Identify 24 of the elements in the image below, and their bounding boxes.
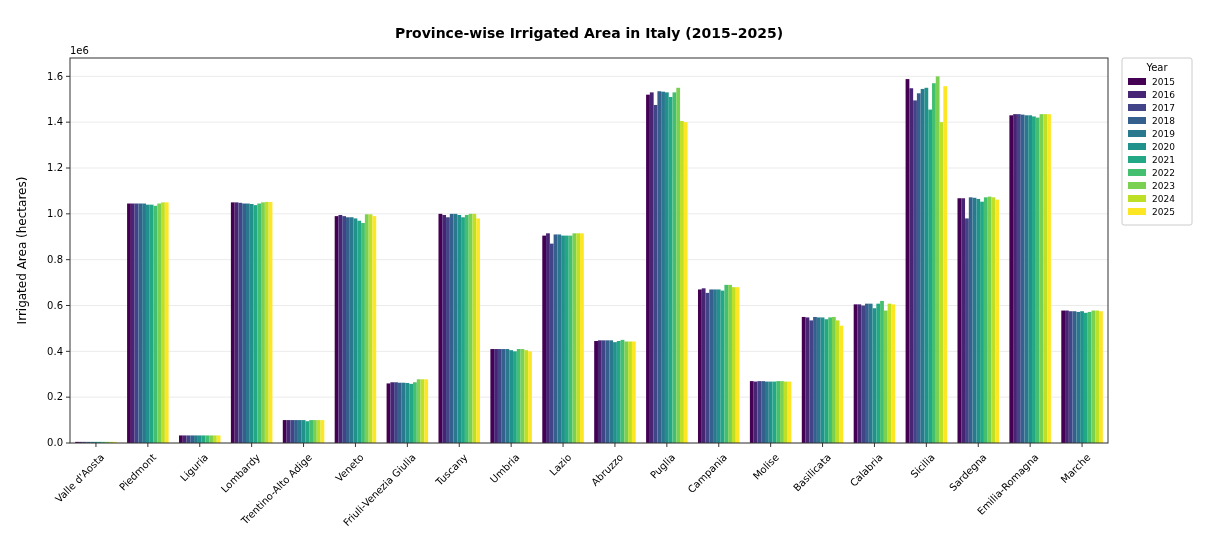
legend-label: 2024 xyxy=(1152,194,1176,205)
y-tick-label: 0.6 xyxy=(47,299,63,311)
legend-title: Year xyxy=(1145,62,1169,73)
legend-label: 2016 xyxy=(1152,90,1176,101)
y-tick-label: 0.0 xyxy=(47,437,63,449)
legend-label: 2023 xyxy=(1152,181,1175,192)
text: 1e6 xyxy=(70,45,89,56)
y-axis-title: Irrigated Area (hectares) xyxy=(15,176,29,325)
legend-label: 2020 xyxy=(1152,142,1176,153)
y-tick-label: 1.6 xyxy=(47,70,63,82)
legend-label: 2021 xyxy=(1152,155,1175,166)
y-tick-label: 1.4 xyxy=(47,116,63,128)
legend-label: 2019 xyxy=(1152,129,1176,140)
y-tick-label: 0.8 xyxy=(47,253,63,265)
chart-title: Province-wise Irrigated Area in Italy (2015–2025) xyxy=(394,25,784,41)
legend-label: 2017 xyxy=(1152,103,1175,114)
legend-label: 2015 xyxy=(1152,77,1175,88)
y-tick-label: 0.4 xyxy=(47,345,63,357)
y-tick-label: 1.0 xyxy=(47,208,63,220)
y-tick-label: 1.2 xyxy=(47,162,63,174)
y-tick-label: 0.2 xyxy=(47,391,63,403)
legend-label: 2025 xyxy=(1152,207,1175,218)
legend-label: 2018 xyxy=(1152,116,1176,127)
legend-label: 2022 xyxy=(1152,168,1175,179)
